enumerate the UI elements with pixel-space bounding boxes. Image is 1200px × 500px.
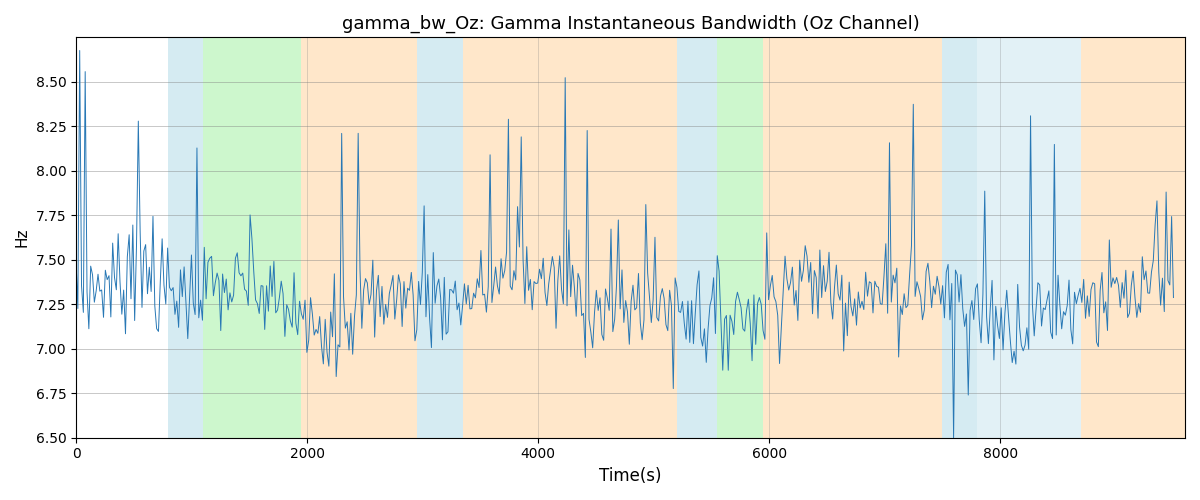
Bar: [203, 38, 301, 438]
Bar: [301, 38, 416, 438]
Bar: [942, 38, 977, 438]
X-axis label: Time(s): Time(s): [599, 467, 661, 485]
Bar: [677, 38, 718, 438]
Bar: [763, 38, 942, 438]
Bar: [416, 38, 463, 438]
Title: gamma_bw_Oz: Gamma Instantaneous Bandwidth (Oz Channel): gamma_bw_Oz: Gamma Instantaneous Bandwid…: [342, 15, 919, 34]
Y-axis label: Hz: Hz: [14, 228, 30, 248]
Bar: [718, 38, 763, 438]
Bar: [463, 38, 677, 438]
Bar: [168, 38, 203, 438]
Bar: [977, 38, 1081, 438]
Bar: [1081, 38, 1186, 438]
